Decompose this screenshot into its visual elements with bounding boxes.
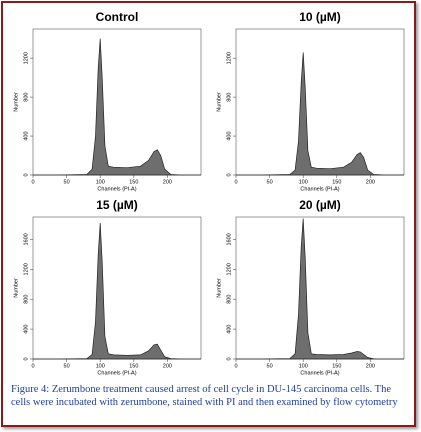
panel: 10 (µM) 0 400 800 1200 0 50 100 150 200 Channels (… [216, 10, 405, 192]
y-tick-label: 0 [226, 173, 232, 176]
y-axis-label: Number [13, 278, 19, 298]
y-tick-label: 1200 [226, 263, 232, 275]
x-tick-label: 50 [64, 179, 70, 185]
y-tick-label: 800 [226, 93, 232, 102]
x-tick-label: 200 [366, 363, 375, 369]
y-tick-label: 800 [226, 295, 232, 304]
x-tick-label: 100 [299, 363, 308, 369]
x-axis-label: Channels (PI-A) [97, 370, 136, 376]
y-tick-label: 400 [226, 325, 232, 334]
x-tick-label: 50 [64, 363, 70, 369]
y-tick-label: 1200 [226, 52, 232, 64]
y-tick-label: 1200 [23, 263, 29, 275]
histogram-area [236, 52, 404, 176]
chart-title: 15 (µM) [96, 198, 138, 212]
histogram-area [33, 222, 201, 360]
x-tick-label: 150 [129, 179, 138, 185]
plot-frame [235, 28, 405, 176]
figure: Control 0 400 800 1200 0 50 100 150 200 Channels (… [1, 1, 416, 427]
chart-title: Control [96, 10, 139, 24]
y-tick-label: 400 [23, 325, 29, 334]
x-axis-label: Channels (PI-A) [97, 186, 136, 192]
x-tick-label: 0 [234, 363, 237, 369]
x-tick-label: 50 [267, 179, 273, 185]
charts: Control 0 400 800 1200 0 50 100 150 200 Channels (… [13, 10, 405, 376]
x-tick-label: 150 [332, 179, 341, 185]
x-tick-label: 100 [299, 179, 308, 185]
x-tick-label: 50 [267, 363, 273, 369]
y-tick-label: 1600 [23, 233, 29, 245]
caption: Figure 4: Zerumbone treatment caused arr… [11, 384, 398, 408]
y-tick-label: 0 [226, 357, 232, 360]
x-tick-label: 100 [96, 179, 105, 185]
x-tick-label: 200 [366, 179, 375, 185]
y-axis-label: Number [13, 92, 19, 112]
plot-frame [235, 216, 405, 360]
x-tick-label: 150 [129, 363, 138, 369]
y-axis-label: Number [216, 92, 222, 112]
panel: 20 (µM) 0 400 800 1200 1600 0 50 100 150 200 Channe… [216, 198, 405, 376]
y-tick-label: 1200 [23, 52, 29, 64]
panel: Control 0 400 800 1200 0 50 100 150 200 Channels (… [13, 10, 202, 192]
plot-frame [32, 28, 202, 176]
y-axis-label: Number [216, 278, 222, 298]
y-tick-label: 0 [23, 357, 29, 360]
chart-title: 10 (µM) [299, 10, 341, 24]
y-tick-label: 800 [23, 93, 29, 102]
x-tick-label: 200 [163, 363, 172, 369]
histogram-area [236, 218, 404, 360]
chart-title: 20 (µM) [299, 198, 341, 212]
x-tick-label: 0 [31, 179, 34, 185]
x-axis-label: Channels (PI-A) [300, 370, 339, 376]
histogram-area [33, 38, 201, 176]
x-tick-label: 0 [234, 179, 237, 185]
x-tick-label: 150 [332, 363, 341, 369]
plot-frame [32, 216, 202, 360]
x-tick-label: 100 [96, 363, 105, 369]
x-tick-label: 0 [31, 363, 34, 369]
y-tick-label: 400 [226, 131, 232, 140]
x-axis-label: Channels (PI-A) [300, 186, 339, 192]
y-tick-label: 400 [23, 131, 29, 140]
x-tick-label: 200 [163, 179, 172, 185]
y-tick-label: 1600 [226, 233, 232, 245]
panel: 15 (µM) 0 400 800 1200 1600 0 50 100 150 200 Channe… [13, 198, 202, 376]
y-tick-label: 800 [23, 295, 29, 304]
y-tick-label: 0 [23, 173, 29, 176]
